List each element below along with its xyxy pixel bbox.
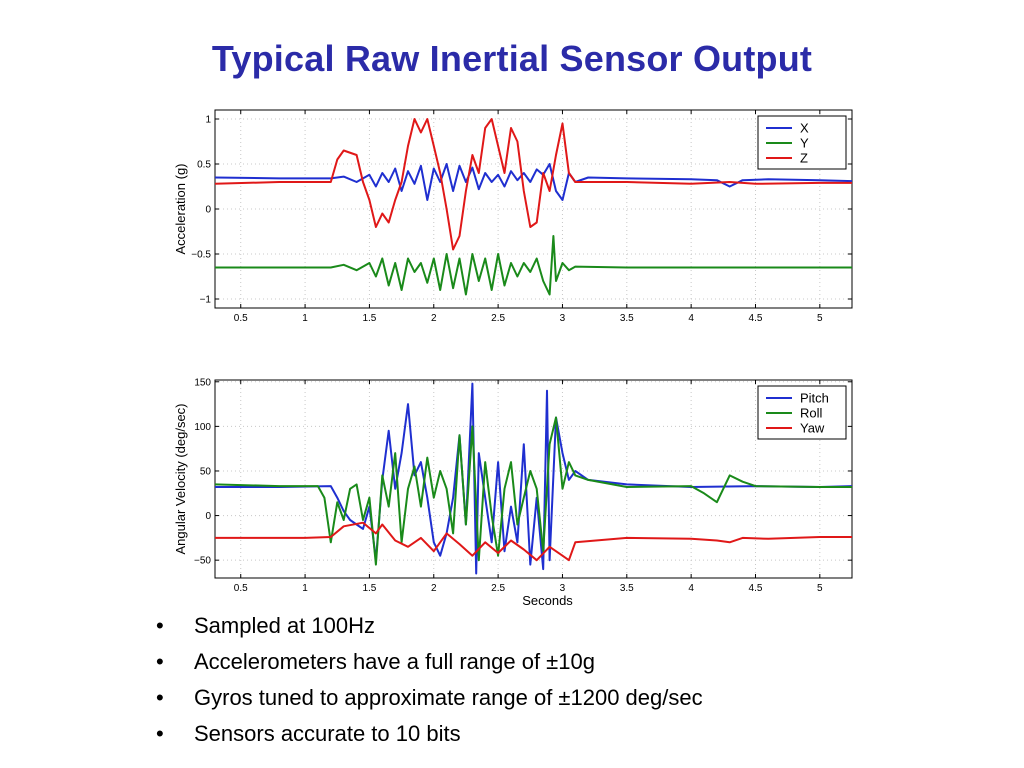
- y-tick-label: 150: [194, 377, 211, 388]
- bullet-text: Sampled at 100Hz: [194, 613, 375, 638]
- legend-label: Z: [800, 151, 808, 166]
- bullet-item: • Gyros tuned to approximate range of ±12…: [156, 684, 703, 720]
- y-tick-label: −0.5: [191, 250, 211, 261]
- x-axis-label: Seconds: [522, 593, 573, 608]
- x-tick-label: 4.5: [749, 583, 763, 594]
- bullet-glyph: •: [156, 649, 164, 674]
- bullet-item: • Accelerometers have a full range of ±10…: [156, 648, 703, 684]
- bullet-glyph: •: [156, 613, 164, 638]
- x-tick-label: 3: [560, 583, 566, 594]
- x-tick-label: 2.5: [491, 313, 505, 324]
- bullet-glyph: •: [156, 685, 164, 710]
- x-tick-label: 4: [688, 583, 694, 594]
- x-tick-label: 2: [431, 583, 437, 594]
- legend-label: Roll: [800, 406, 823, 421]
- y-tick-label: 0.5: [197, 160, 211, 171]
- legend-label: Y: [800, 136, 809, 151]
- bullet-item: • Sampled at 100Hz: [156, 612, 703, 648]
- x-tick-label: 4.5: [749, 313, 763, 324]
- x-tick-label: 3.5: [620, 313, 634, 324]
- series-line-yaw: [215, 521, 852, 562]
- y-tick-label: 100: [194, 422, 211, 433]
- y-tick-label: 1: [205, 115, 211, 126]
- y-tick-label: 0: [205, 511, 211, 522]
- x-tick-label: 0.5: [234, 313, 248, 324]
- y-tick-label: −1: [200, 295, 212, 306]
- series-line-x: [214, 163, 853, 201]
- bullet-glyph: •: [156, 721, 164, 746]
- bullet-text: Sensors accurate to 10 bits: [194, 721, 461, 746]
- x-tick-label: 1: [302, 313, 308, 324]
- x-tick-label: 3.5: [620, 583, 634, 594]
- series-line-y: [215, 235, 852, 296]
- x-tick-label: 1: [302, 583, 308, 594]
- legend-label: Pitch: [800, 391, 829, 406]
- legend-label: Yaw: [800, 421, 825, 436]
- series-line-roll: [214, 416, 852, 566]
- x-tick-label: 2: [431, 313, 437, 324]
- x-tick-label: 2.5: [491, 583, 505, 594]
- x-tick-label: 1.5: [362, 583, 376, 594]
- y-tick-label: 50: [200, 466, 212, 477]
- series-line-z: [214, 118, 852, 251]
- y-axis-label: Angular Velocity (deg/sec): [173, 403, 188, 554]
- y-tick-label: −50: [194, 556, 211, 567]
- x-tick-label: 5: [817, 313, 823, 324]
- bullet-text: Accelerometers have a full range of ±10g: [194, 649, 595, 674]
- plot-frame: [214, 379, 853, 579]
- x-tick-label: 1.5: [362, 313, 376, 324]
- x-tick-label: 5: [817, 583, 823, 594]
- x-tick-label: 4: [688, 313, 694, 324]
- bullet-item: • Sensors accurate to 10 bits: [156, 720, 703, 756]
- y-axis-label: Acceleration (g): [173, 163, 188, 254]
- legend-label: X: [800, 121, 809, 136]
- slide-title: Typical Raw Inertial Sensor Output: [211, 38, 813, 79]
- x-tick-label: 0.5: [234, 583, 248, 594]
- bullet-text: Gyros tuned to approximate range of ±120…: [194, 685, 703, 710]
- bullet-list: • Sampled at 100Hz • Accelerometers have a…: [156, 612, 703, 756]
- y-tick-label: 0: [205, 205, 211, 216]
- x-tick-label: 3: [560, 313, 566, 324]
